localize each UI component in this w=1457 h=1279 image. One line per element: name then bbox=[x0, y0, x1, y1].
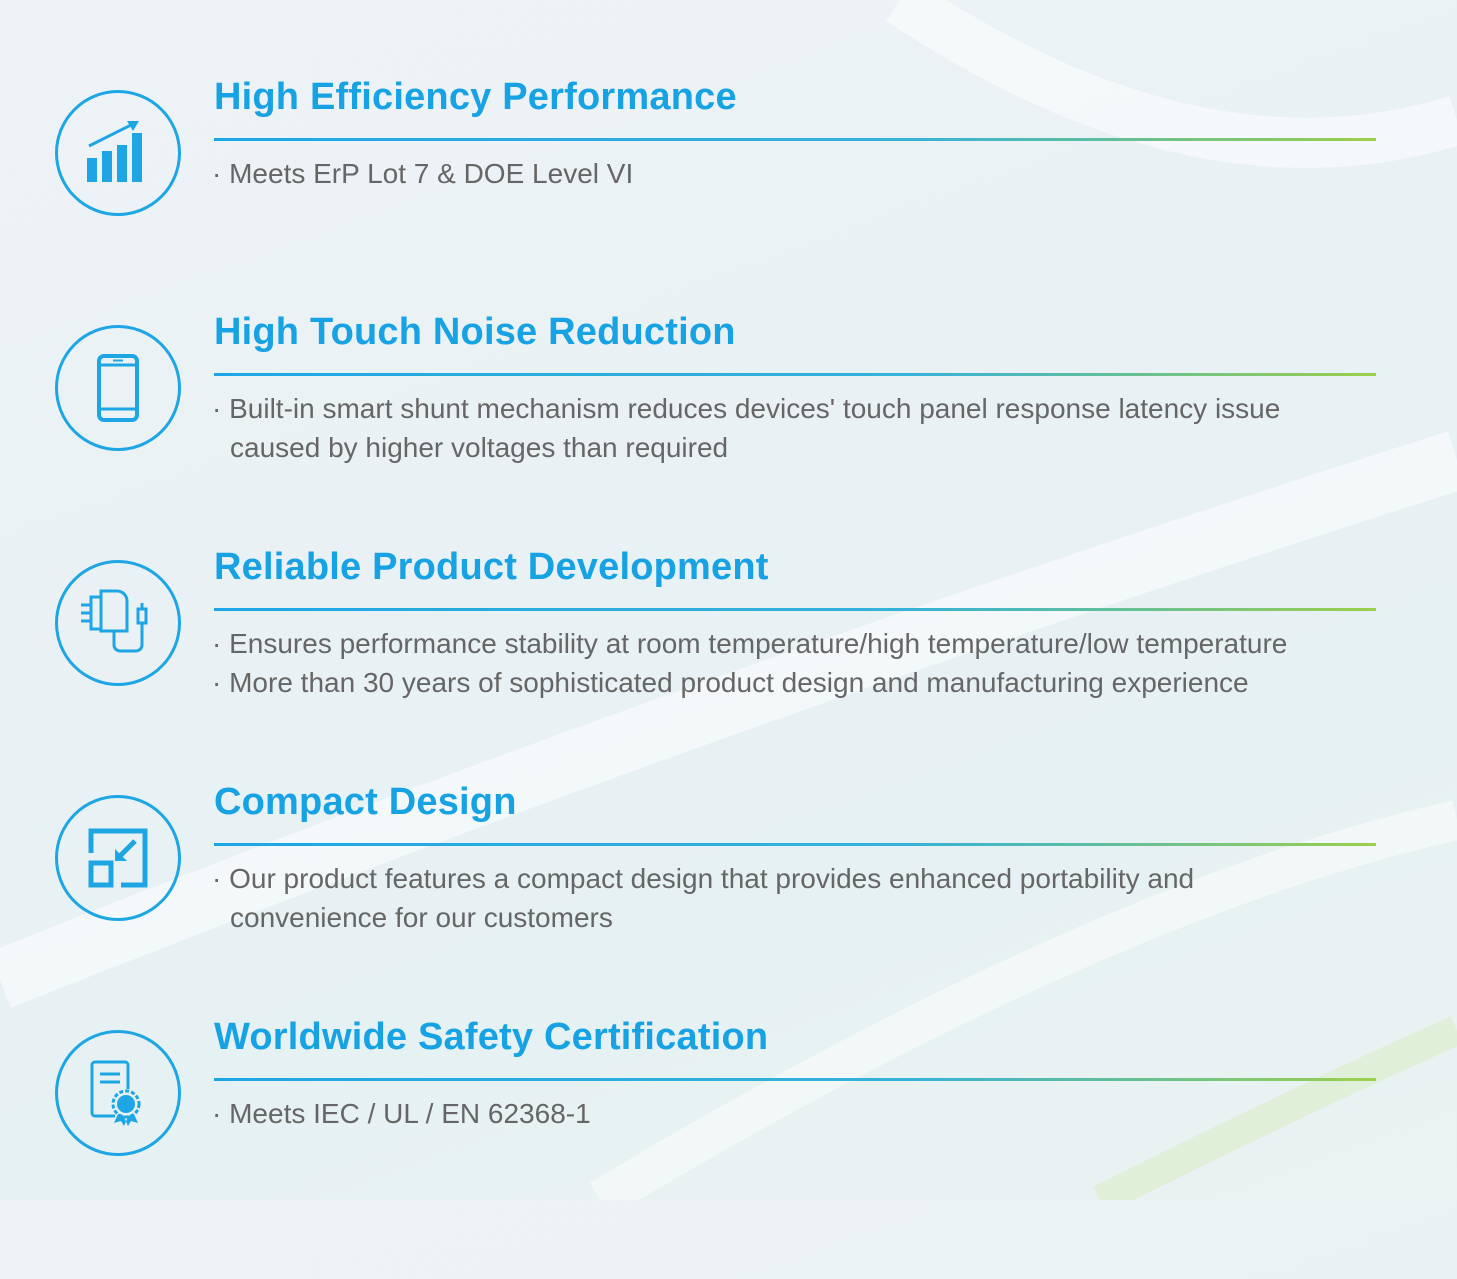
feature-divider bbox=[214, 138, 1376, 141]
feature-row: Reliable Product Development · Ensures p… bbox=[0, 546, 1457, 809]
feature-title: High Touch Noise Reduction bbox=[214, 311, 736, 353]
feature-title: Compact Design bbox=[214, 781, 517, 823]
bullet-continuation: convenience for our customers bbox=[230, 902, 613, 933]
bullet-text: · Built-in smart shunt mechanism reduces… bbox=[212, 393, 1281, 424]
bar-chart-growth-icon bbox=[87, 121, 142, 182]
bullet-text: · Meets ErP Lot 7 & DOE Level VI bbox=[212, 158, 634, 189]
certificate-icon bbox=[90, 1060, 141, 1126]
bullet-text: · More than 30 years of sophisticated pr… bbox=[212, 667, 1249, 698]
feature-title: Reliable Product Development bbox=[214, 546, 769, 588]
feature-divider bbox=[214, 373, 1376, 376]
feature-bullets: · Built-in smart shunt mechanism reduces… bbox=[212, 389, 1280, 467]
smartphone-icon bbox=[97, 354, 139, 422]
feature-row: High Efficiency Performance · Meets ErP … bbox=[0, 76, 1457, 339]
feature-icon-circle bbox=[55, 795, 181, 921]
compact-resize-icon bbox=[88, 828, 148, 888]
bullet-text: · Meets IEC / UL / EN 62368-1 bbox=[212, 1098, 591, 1129]
feature-bullets: · Our product features a compact design … bbox=[212, 859, 1194, 937]
feature-bullets: · Ensures performance stability at room … bbox=[212, 624, 1287, 702]
feature-icon-circle bbox=[55, 325, 181, 451]
feature-row: Compact Design · Our product features a … bbox=[0, 781, 1457, 1044]
feature-icon-circle bbox=[55, 560, 181, 686]
feature-bullets: · Meets ErP Lot 7 & DOE Level VI bbox=[212, 154, 633, 193]
feature-title: High Efficiency Performance bbox=[214, 76, 737, 118]
power-adapter-icon bbox=[81, 589, 148, 653]
feature-bullets: · Meets IEC / UL / EN 62368-1 bbox=[212, 1094, 591, 1133]
bullet-continuation: caused by higher voltages than required bbox=[230, 432, 729, 463]
feature-divider bbox=[214, 1078, 1376, 1081]
bullet-text: · Our product features a compact design … bbox=[212, 863, 1195, 894]
feature-divider bbox=[214, 843, 1376, 846]
feature-divider bbox=[214, 608, 1376, 611]
feature-row: High Touch Noise Reduction · Built-in sm… bbox=[0, 311, 1457, 574]
bullet-text: · Ensures performance stability at room … bbox=[212, 628, 1288, 659]
feature-title: Worldwide Safety Certification bbox=[214, 1016, 769, 1058]
feature-icon-circle bbox=[55, 90, 181, 216]
feature-row: Worldwide Safety Certification · Meets I… bbox=[0, 1016, 1457, 1279]
feature-icon-circle bbox=[55, 1030, 181, 1156]
